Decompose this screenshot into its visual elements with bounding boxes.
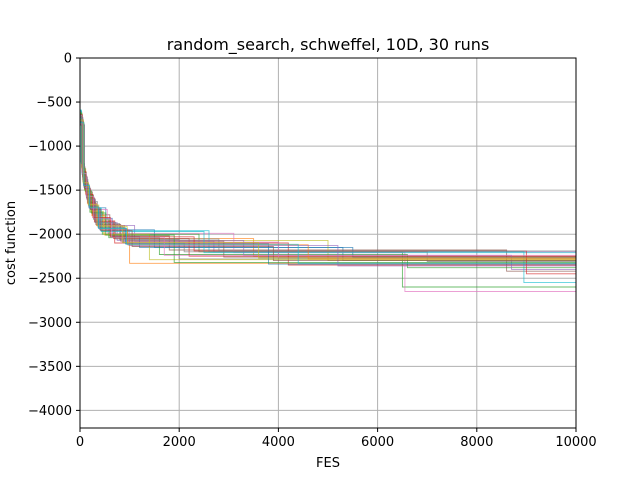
y-tick-label: −2500 <box>28 272 72 287</box>
series-line-run-30 <box>80 122 576 264</box>
series-line-run-28 <box>80 117 576 252</box>
x-tick-label: 6000 <box>361 435 394 450</box>
x-tick-label: 8000 <box>460 435 493 450</box>
series-line-run-29 <box>80 119 576 259</box>
y-tick-label: −3000 <box>28 316 72 331</box>
axis-ticks: 0 2000 4000 6000 8000 10000 0 −500 −1000 −1500 −20… <box>28 52 597 451</box>
y-tick-label: −1000 <box>28 140 72 155</box>
series-line-run-20 <box>80 110 576 254</box>
chart-title: random_search, schweffel, 10D, 30 runs <box>167 35 490 55</box>
x-tick-label: 10000 <box>555 435 596 450</box>
plot-area <box>79 57 577 429</box>
y-tick-label: −4000 <box>28 404 72 419</box>
x-axis-label: FES <box>316 456 340 471</box>
y-tick-label: −500 <box>36 96 72 111</box>
series-group <box>80 109 576 292</box>
x-tick-label: 2000 <box>163 435 196 450</box>
y-tick-label: −3500 <box>28 360 72 375</box>
x-tick-label: 4000 <box>262 435 295 450</box>
series-line-run-26 <box>80 124 576 262</box>
x-tick-label: 0 <box>76 435 84 450</box>
y-tick-label: 0 <box>64 52 72 67</box>
y-axis-label: cost function <box>4 201 19 285</box>
y-tick-label: −2000 <box>28 228 72 243</box>
y-tick-label: −1500 <box>28 184 72 199</box>
